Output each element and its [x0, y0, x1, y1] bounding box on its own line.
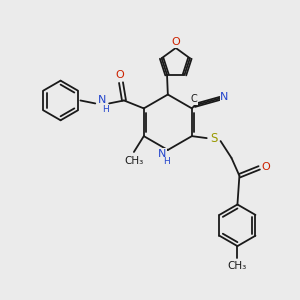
- Text: H: H: [164, 158, 170, 166]
- Text: S: S: [210, 132, 217, 145]
- Text: CH₃: CH₃: [124, 156, 143, 166]
- Text: O: O: [171, 37, 180, 47]
- Text: O: O: [116, 70, 124, 80]
- Text: H: H: [102, 105, 109, 114]
- Text: CH₃: CH₃: [228, 261, 247, 271]
- Text: N: N: [98, 95, 106, 106]
- Text: C: C: [190, 94, 197, 104]
- Text: O: O: [262, 162, 271, 172]
- Text: N: N: [220, 92, 229, 101]
- Text: N: N: [158, 149, 166, 159]
